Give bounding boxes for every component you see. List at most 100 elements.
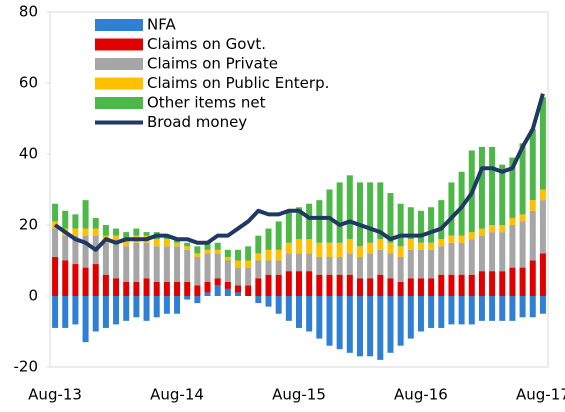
y-tick-label: 40 [19, 145, 38, 163]
bar [224, 249, 231, 257]
bar [194, 296, 201, 304]
bar [539, 189, 546, 201]
bar [417, 249, 424, 279]
bar [255, 296, 262, 304]
bar [102, 242, 109, 275]
bar [102, 274, 109, 296]
bar [539, 253, 546, 296]
bar [296, 296, 302, 328]
bar [417, 278, 424, 296]
y-tick-label: 20 [19, 216, 38, 234]
bar [489, 296, 496, 321]
bar [336, 296, 343, 350]
bar [255, 253, 262, 261]
bar [235, 267, 242, 286]
bar [407, 296, 414, 339]
bar [72, 228, 79, 236]
bar [163, 239, 170, 247]
bar [397, 256, 404, 282]
bar [458, 171, 465, 236]
bar [346, 274, 353, 296]
bar [82, 228, 89, 236]
bar [174, 246, 181, 282]
legend-label: Claims on Public Enterp. [147, 74, 329, 92]
bar [336, 274, 343, 296]
bar [336, 256, 343, 275]
bar [255, 278, 262, 296]
bar [397, 296, 404, 346]
bar [133, 242, 140, 282]
bar [113, 242, 120, 279]
bar [397, 246, 404, 257]
bar [102, 296, 109, 328]
bar [133, 228, 140, 236]
bar [123, 246, 130, 282]
bar [214, 242, 221, 250]
bar [316, 200, 323, 243]
bar [214, 278, 221, 286]
bar [519, 214, 526, 222]
bar [377, 274, 384, 296]
bar [153, 281, 160, 296]
x-tick-label: Aug-13 [28, 386, 82, 404]
bar [499, 164, 506, 225]
bar [316, 256, 323, 275]
bar [377, 182, 384, 240]
x-tick-label: Aug-15 [272, 386, 326, 404]
y-tick-label: 0 [28, 287, 38, 305]
bar [72, 214, 79, 229]
bar [326, 242, 333, 257]
bar [478, 146, 485, 229]
bar [235, 249, 242, 261]
bar [92, 228, 99, 236]
bar [428, 296, 435, 328]
bar [509, 225, 516, 268]
bar [316, 242, 323, 257]
bar [367, 278, 374, 296]
bar [143, 278, 150, 296]
bar [478, 296, 485, 321]
bar [448, 242, 455, 275]
bar [438, 200, 445, 240]
bar [102, 225, 109, 236]
bar [478, 235, 485, 272]
bar [478, 271, 485, 296]
bar [428, 249, 435, 279]
bar [458, 296, 465, 325]
bar [133, 281, 140, 296]
bar [184, 249, 191, 282]
bar [387, 193, 394, 243]
bar [275, 274, 282, 296]
bar [387, 296, 394, 353]
bar [113, 296, 120, 325]
bar [82, 267, 89, 296]
bar [387, 242, 394, 254]
bar [519, 143, 526, 215]
bar [224, 256, 231, 261]
bar [133, 296, 140, 318]
bar [174, 242, 181, 247]
bar [367, 253, 374, 279]
bar [529, 200, 536, 211]
bar [326, 256, 333, 275]
bar [62, 210, 69, 229]
bar [356, 278, 363, 296]
bar [255, 235, 262, 254]
bar [478, 228, 485, 236]
bar [499, 271, 506, 296]
bar [468, 296, 475, 325]
bar [214, 249, 221, 254]
bar [448, 274, 455, 296]
bar [275, 249, 282, 261]
bar [296, 271, 302, 296]
bar [224, 260, 231, 282]
bar [519, 267, 526, 296]
bar [326, 274, 333, 296]
bar [468, 232, 475, 240]
bar [285, 242, 292, 254]
legend-label: Broad money [147, 113, 247, 131]
legend-swatch [95, 19, 143, 31]
bar [296, 253, 302, 272]
plot-frame [49, 11, 549, 368]
